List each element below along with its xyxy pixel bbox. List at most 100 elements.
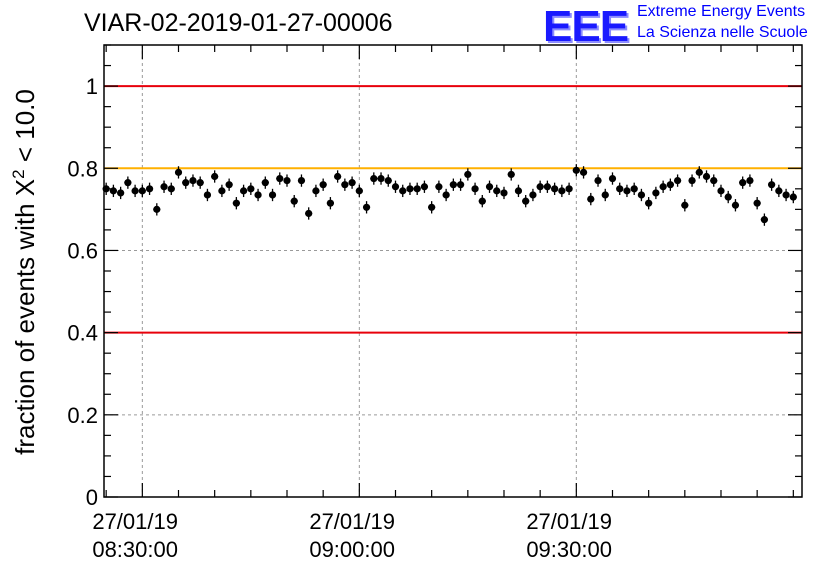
data-point	[702, 170, 711, 183]
data-point	[724, 190, 732, 204]
data-marker	[182, 179, 190, 187]
data-marker	[391, 183, 400, 191]
data-point	[145, 182, 154, 195]
data-marker	[724, 193, 732, 201]
logo-line-2: La Scienza nelle Scuole	[637, 24, 808, 41]
data-marker	[399, 187, 407, 195]
data-marker	[717, 187, 725, 195]
data-point	[673, 174, 682, 187]
data-marker	[645, 199, 653, 207]
data-marker	[493, 187, 501, 195]
data-point	[681, 199, 689, 212]
data-point	[377, 172, 385, 185]
data-point	[652, 186, 660, 200]
data-marker	[435, 183, 443, 191]
y-axis-label-symbol: X	[10, 179, 40, 196]
data-point	[268, 188, 277, 202]
data-point	[391, 180, 400, 193]
x-tick-label-time: 08:30:00	[92, 537, 178, 562]
data-marker	[630, 185, 638, 193]
data-marker	[428, 203, 436, 211]
data-marker	[536, 183, 544, 191]
data-marker	[688, 177, 696, 185]
data-point	[362, 201, 371, 214]
data-point	[710, 174, 718, 187]
data-marker	[225, 181, 233, 189]
data-point	[413, 182, 421, 195]
data-point	[153, 203, 161, 216]
data-marker	[406, 185, 414, 193]
data-marker	[522, 197, 530, 205]
data-point	[435, 180, 443, 193]
data-marker	[362, 203, 371, 211]
data-point	[283, 174, 291, 187]
x-tick-label-date: 27/01/19	[92, 509, 178, 534]
data-point	[543, 180, 551, 193]
data-marker	[449, 181, 457, 189]
data-marker	[442, 191, 450, 199]
data-marker	[579, 168, 588, 176]
data-point	[341, 178, 349, 191]
data-marker	[145, 185, 154, 193]
data-point	[529, 188, 537, 202]
data-point	[594, 174, 602, 187]
data-marker	[478, 197, 486, 205]
data-marker	[377, 174, 385, 183]
data-point	[601, 188, 609, 202]
data-point	[355, 184, 363, 198]
data-point	[565, 182, 573, 195]
data-marker	[240, 187, 248, 195]
data-point	[102, 182, 110, 195]
data-marker	[420, 183, 429, 191]
data-point	[616, 182, 624, 195]
data-marker	[334, 172, 342, 181]
data-point	[290, 194, 298, 208]
data-point	[572, 164, 580, 177]
data-marker	[594, 177, 602, 185]
data-marker	[485, 183, 494, 191]
data-marker	[341, 181, 349, 189]
data-marker	[109, 187, 118, 195]
data-marker	[768, 181, 776, 189]
data-point	[500, 186, 508, 200]
data-point	[182, 176, 190, 189]
data-point	[478, 194, 486, 208]
data-marker	[174, 168, 183, 176]
data-marker	[702, 172, 711, 181]
data-marker	[616, 185, 624, 193]
data-point	[608, 172, 617, 185]
data-marker	[565, 185, 573, 193]
x-tick-label-time: 09:00:00	[309, 537, 395, 562]
data-point	[124, 176, 132, 189]
data-marker	[102, 185, 110, 193]
data-point	[312, 184, 320, 198]
data-marker	[355, 187, 363, 195]
data-marker	[753, 199, 761, 207]
data-marker	[247, 185, 255, 193]
data-marker	[543, 183, 551, 191]
data-marker	[551, 185, 559, 193]
data-point	[348, 176, 356, 189]
eee-logo: EEE	[543, 2, 629, 51]
data-point	[442, 188, 450, 202]
data-point	[232, 197, 240, 210]
x-tick-label-time: 09:30:00	[526, 537, 612, 562]
data-point	[420, 180, 429, 193]
data-marker	[471, 185, 479, 193]
data-point	[775, 184, 783, 198]
data-point	[551, 182, 559, 195]
data-marker	[572, 166, 580, 174]
data-point	[666, 178, 674, 191]
data-marker	[652, 189, 660, 197]
data-marker	[290, 197, 298, 205]
data-point	[326, 197, 334, 210]
data-marker	[659, 183, 667, 191]
data-marker	[254, 191, 262, 199]
data-marker	[464, 170, 472, 179]
data-marker	[283, 177, 291, 185]
y-axis-label-superscript: 2	[9, 169, 28, 178]
data-marker	[312, 187, 320, 195]
data-point	[384, 174, 392, 187]
data-point	[203, 188, 212, 202]
